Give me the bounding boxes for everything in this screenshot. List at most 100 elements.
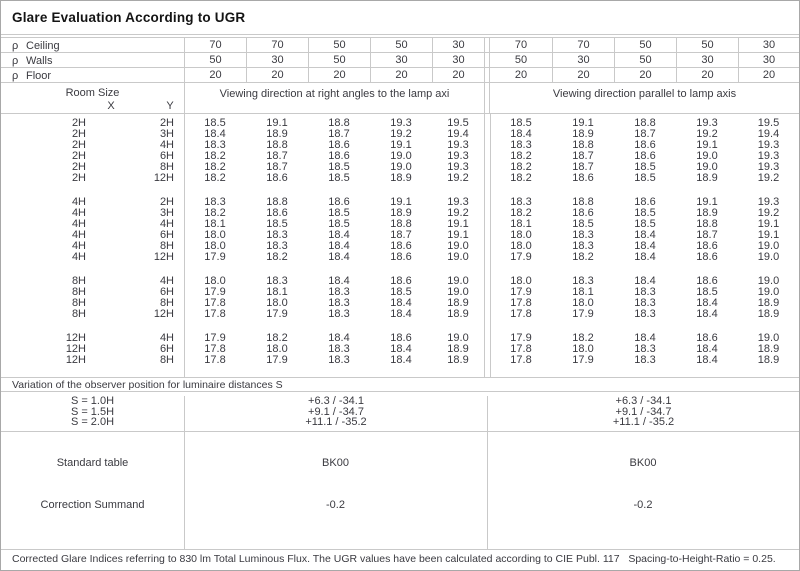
ugr-value-right: 17.8 bbox=[510, 308, 532, 320]
room-x-value: 4H bbox=[71, 229, 86, 241]
ugr-row: 8H 4H 18.0 18.3 18.4 18.6 19.0 18.0 18.3 18.4 18.6… bbox=[1, 276, 799, 287]
ugr-value-right: 18.5 bbox=[634, 172, 656, 184]
room-size-cell: 2H 12H bbox=[1, 173, 184, 184]
ugr-value-right: 18.5 bbox=[510, 117, 532, 129]
correction-summand-value-right: -0.2 bbox=[633, 499, 653, 511]
ugr-value-right: 18.8 bbox=[572, 196, 594, 208]
ugr-value-right: 19.1 bbox=[572, 117, 594, 129]
ugr-value-left: 18.3 bbox=[328, 297, 350, 309]
ugr-value-left: 18.9 bbox=[390, 207, 412, 219]
ugr-value-left: 18.4 bbox=[390, 343, 412, 355]
ugr-group: 12H 4H 17.9 18.2 18.4 18.6 19.0 17.9 18.2 18.4 18.… bbox=[1, 333, 799, 366]
ugr-value-right: 18.3 bbox=[510, 196, 532, 208]
divider-line bbox=[184, 114, 185, 377]
room-x-value: 4H bbox=[71, 240, 86, 252]
ugr-value-right: 18.4 bbox=[634, 275, 656, 287]
standard-table-value-left: BK00 bbox=[322, 457, 349, 469]
variation-band: Variation of the observer position for l… bbox=[1, 378, 799, 392]
ugr-value-right: 18.2 bbox=[510, 172, 532, 184]
s-values-right: +6.3 / -34.1 +9.1 / -34.7 +11.1 / -35.2 bbox=[487, 396, 799, 431]
ugr-value-left: 18.9 bbox=[447, 297, 469, 309]
ugr-value-right: 18.4 bbox=[634, 229, 656, 241]
ugr-value-right: 18.4 bbox=[696, 308, 718, 320]
ugr-value-left: 19.5 bbox=[447, 117, 469, 129]
ugr-value-right: 18.3 bbox=[634, 343, 656, 355]
ugr-row: 2H 12H 18.2 18.6 18.5 18.9 19.2 18.2 18.6 18.5 18.… bbox=[1, 173, 799, 184]
ugr-value-left: 18.0 bbox=[266, 297, 288, 309]
ugr-value-left: 18.2 bbox=[266, 332, 288, 344]
ugr-value-right: 18.8 bbox=[696, 218, 718, 230]
ugr-value-right: 18.6 bbox=[634, 139, 656, 151]
ugr-value-left: 18.2 bbox=[204, 207, 226, 219]
ugr-value-left: 18.4 bbox=[328, 251, 350, 263]
ugr-value-left: 18.3 bbox=[328, 354, 350, 366]
ugr-value-left: 18.0 bbox=[266, 343, 288, 355]
room-x-value: 8H bbox=[71, 275, 86, 287]
reflectance-value: 30 bbox=[738, 53, 799, 67]
reflectance-value: 20 bbox=[370, 68, 432, 82]
ugr-value-right: 18.4 bbox=[696, 343, 718, 355]
standard-table-row: Standard table BK00 BK00 bbox=[1, 456, 799, 470]
correction-summand-row: Correction Summand -0.2 -0.2 bbox=[1, 498, 799, 512]
reflectance-value: 70 bbox=[246, 38, 308, 52]
reflectance-value: 30 bbox=[676, 53, 738, 67]
ugr-value-right: 17.9 bbox=[510, 332, 532, 344]
ugr-value-left: 18.8 bbox=[390, 218, 412, 230]
ugr-value-left: 17.9 bbox=[266, 354, 288, 366]
reflectance-label: ρ Walls bbox=[1, 53, 184, 67]
reflectance-value: 30 bbox=[432, 38, 484, 52]
reflectance-value: 50 bbox=[370, 38, 432, 52]
room-y-value: 3H bbox=[159, 207, 174, 219]
reflectance-value: 20 bbox=[184, 68, 246, 82]
ugr-value-left: 18.4 bbox=[328, 275, 350, 287]
section-gap bbox=[484, 38, 490, 52]
ugr-value-left: 18.3 bbox=[328, 308, 350, 320]
ugr-value-left: 18.4 bbox=[328, 229, 350, 241]
ugr-value-left: 18.5 bbox=[328, 218, 350, 230]
ugr-value-left: 17.8 bbox=[204, 354, 226, 366]
room-size-cell: 8H 6H bbox=[1, 287, 184, 298]
ugr-value-left: 18.6 bbox=[328, 139, 350, 151]
reflectance-value: 30 bbox=[432, 53, 484, 67]
ugr-value-left: 19.1 bbox=[266, 117, 288, 129]
room-size-cell: 2H 4H bbox=[1, 140, 184, 151]
s-values-left: +6.3 / -34.1 +9.1 / -34.7 +11.1 / -35.2 bbox=[184, 396, 487, 431]
room-x-value: 8H bbox=[71, 308, 86, 320]
ugr-value-left: 18.2 bbox=[204, 161, 226, 173]
s-variation-left: +11.1 / -35.2 bbox=[305, 416, 367, 428]
ugr-row: 4H 4H 18.1 18.5 18.5 18.8 19.1 18.1 18.5 18.5 18.8… bbox=[1, 219, 799, 230]
ugr-value-left: 18.7 bbox=[266, 161, 288, 173]
ugr-value-right: 19.1 bbox=[696, 139, 718, 151]
ugr-value-left: 19.2 bbox=[390, 128, 412, 140]
ugr-row: 2H 6H 18.2 18.7 18.6 19.0 19.3 18.2 18.7 18.6 19.0… bbox=[1, 151, 799, 162]
room-y-value: 6H bbox=[159, 286, 174, 298]
reflectance-value: 50 bbox=[308, 53, 370, 67]
ugr-value-left: 19.2 bbox=[447, 172, 469, 184]
ugr-value-right: 18.5 bbox=[572, 218, 594, 230]
ugr-value-left: 18.9 bbox=[447, 308, 469, 320]
rho-symbol: ρ bbox=[12, 40, 19, 52]
ugr-group: 4H 2H 18.3 18.8 18.6 19.1 19.3 18.3 18.8 18.6 19.1… bbox=[1, 197, 799, 263]
reflectance-value: 20 bbox=[676, 68, 738, 82]
ugr-value-right: 18.3 bbox=[572, 240, 594, 252]
ugr-value-right: 18.2 bbox=[572, 251, 594, 263]
room-y-value: 4H bbox=[159, 332, 174, 344]
ugr-value-left: 18.3 bbox=[266, 240, 288, 252]
ugr-value-right: 18.3 bbox=[572, 275, 594, 287]
room-y-value: 6H bbox=[159, 150, 174, 162]
ugr-value-right: 17.9 bbox=[572, 354, 594, 366]
ugr-value-right: 19.0 bbox=[696, 150, 718, 162]
ugr-value-right: 17.8 bbox=[510, 354, 532, 366]
ugr-value-left: 19.0 bbox=[390, 150, 412, 162]
ugr-value-left: 19.1 bbox=[447, 218, 469, 230]
ugr-value-left: 18.3 bbox=[328, 286, 350, 298]
room-y-value: 4H bbox=[159, 275, 174, 287]
ugr-value-left: 18.6 bbox=[328, 150, 350, 162]
ugr-value-right: 18.2 bbox=[510, 161, 532, 173]
ugr-value-right: 19.0 bbox=[757, 332, 780, 344]
ugr-value-right: 19.0 bbox=[696, 161, 718, 173]
ugr-value-right: 18.5 bbox=[696, 286, 718, 298]
room-size-cell: 2H 3H bbox=[1, 129, 184, 140]
ugr-value-left: 18.6 bbox=[390, 251, 412, 263]
